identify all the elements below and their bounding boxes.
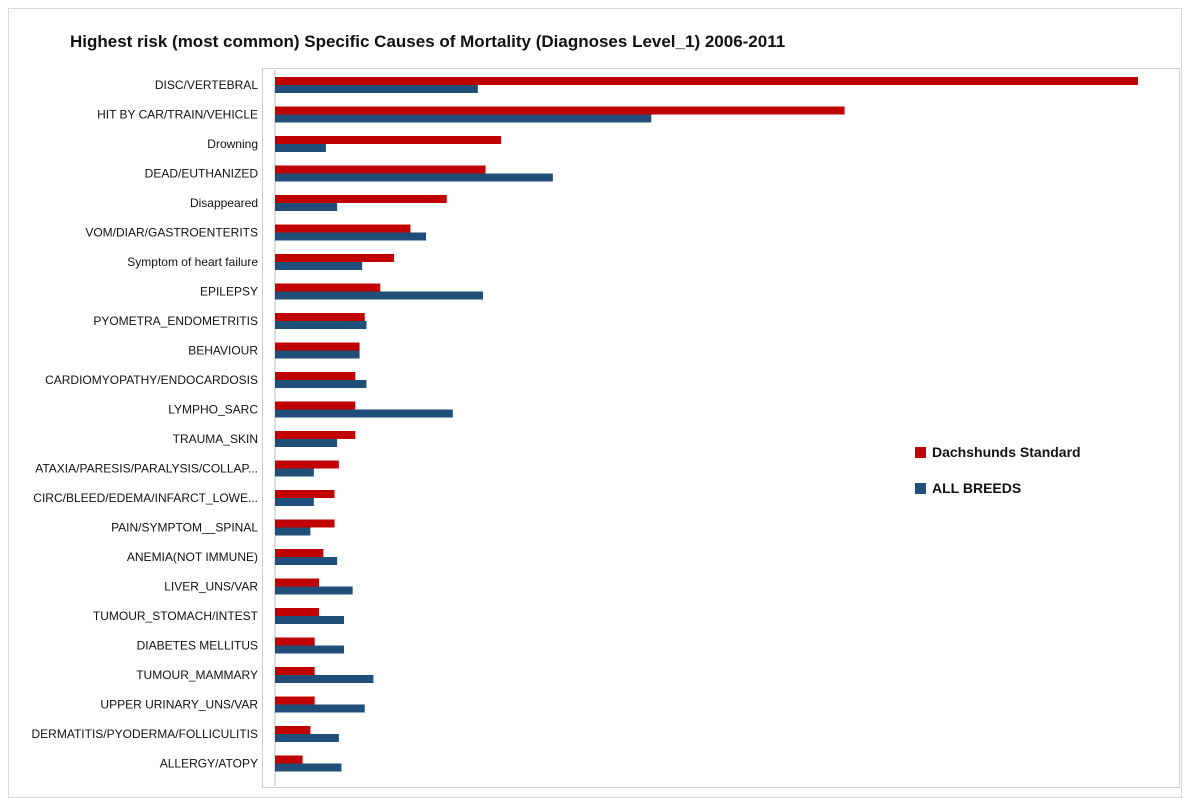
category-label: VOM/DIAR/GASTROENTERITS: [85, 226, 258, 240]
chart-title: Highest risk (most common) Specific Caus…: [70, 32, 786, 51]
bar-all-breeds: [275, 203, 338, 211]
legend-item-dachshunds: Dachshunds Standard: [915, 444, 1081, 460]
legend: Dachshunds Standard ALL BREEDS: [915, 444, 1081, 516]
legend-item-all-breeds: ALL BREEDS: [915, 480, 1081, 496]
bar-all-breeds: [275, 409, 453, 418]
bar-dachshunds: [275, 195, 447, 203]
bar-all-breeds: [275, 291, 483, 300]
bar-all-breeds: [275, 527, 311, 536]
bar-all-breeds: [275, 262, 363, 270]
bar-dachshunds: [275, 578, 320, 587]
category-label: PYOMETRA_ENDOMETRITIS: [93, 314, 258, 328]
bar-dachshunds: [275, 490, 335, 498]
category-label: LYMPHO_SARC: [168, 403, 258, 417]
bar-dachshunds: [275, 696, 315, 705]
category-label: BEHAVIOUR: [188, 344, 258, 358]
bar-all-breeds: [275, 232, 427, 241]
plot-area: [262, 68, 1180, 788]
bar-dachshunds: [275, 342, 360, 351]
legend-swatch-all-breeds: [915, 482, 926, 494]
bar-all-breeds: [275, 675, 374, 683]
category-label: Symptom of heart failure: [127, 255, 258, 269]
bar-all-breeds: [275, 350, 360, 359]
bar-dachshunds: [275, 726, 311, 734]
category-label: ANEMIA(NOT IMMUNE): [127, 550, 258, 564]
category-label: DIABETES MELLITUS: [137, 639, 258, 653]
bar-dachshunds: [275, 372, 356, 380]
bar-all-breeds: [275, 439, 338, 447]
bar-all-breeds: [275, 586, 353, 595]
category-label: UPPER URINARY_UNS/VAR: [100, 698, 258, 712]
category-label: Disappeared: [190, 196, 258, 210]
category-label: LIVER_UNS/VAR: [164, 580, 258, 594]
bar-dachshunds: [275, 224, 411, 233]
bar-all-breeds: [275, 498, 314, 506]
category-label: HIT BY CAR/TRAIN/VEHICLE: [97, 108, 258, 122]
category-label: PAIN/SYMPTOM__SPINAL: [111, 521, 258, 535]
bar-dachshunds: [275, 637, 315, 646]
bar-all-breeds: [275, 645, 345, 654]
category-label: CIRC/BLEED/EDEMA/INFARCT_LOWE...: [33, 491, 258, 505]
bar-dachshunds: [275, 136, 502, 144]
legend-label-all-breeds: ALL BREEDS: [932, 480, 1022, 496]
bar-all-breeds: [275, 763, 342, 772]
bar-dachshunds: [275, 755, 303, 764]
bar-dachshunds: [275, 106, 845, 115]
category-label: ATAXIA/PARESIS/PARALYSIS/COLLAP...: [35, 462, 258, 476]
category-label: ALLERGY/ATOPY: [160, 757, 258, 771]
bar-dachshunds: [275, 608, 320, 616]
bar-all-breeds: [275, 321, 367, 329]
bar-all-breeds: [275, 468, 314, 477]
bar-dachshunds: [275, 519, 335, 528]
bar-dachshunds: [275, 401, 356, 410]
bar-dachshunds: [275, 460, 339, 469]
category-label: TUMOUR_MAMMARY: [136, 668, 258, 682]
legend-label-dachshunds: Dachshunds Standard: [932, 444, 1081, 460]
bar-all-breeds: [275, 85, 478, 93]
bar-dachshunds: [275, 549, 324, 557]
bar-dachshunds: [275, 283, 381, 292]
bar-all-breeds: [275, 114, 652, 123]
category-label: Drowning: [207, 137, 258, 151]
bar-dachshunds: [275, 77, 1138, 85]
bar-dachshunds: [275, 254, 395, 262]
category-label: CARDIOMYOPATHY/ENDOCARDOSIS: [45, 373, 258, 387]
category-label: EPILEPSY: [200, 285, 258, 299]
category-label: DERMATITIS/PYODERMA/FOLLICULITIS: [32, 727, 258, 741]
bar-dachshunds: [275, 313, 365, 321]
bar-all-breeds: [275, 144, 326, 152]
category-label: DISC/VERTEBRAL: [155, 78, 258, 92]
bar-all-breeds: [275, 557, 338, 565]
bar-all-breeds: [275, 173, 553, 182]
bar-all-breeds: [275, 734, 339, 742]
category-label: TUMOUR_STOMACH/INTEST: [93, 609, 259, 623]
legend-swatch-dachshunds: [915, 446, 926, 458]
bar-dachshunds: [275, 431, 356, 439]
bar-all-breeds: [275, 380, 367, 388]
category-label: TRAUMA_SKIN: [173, 432, 258, 446]
bar-dachshunds: [275, 165, 486, 174]
bar-all-breeds: [275, 616, 345, 624]
bar-all-breeds: [275, 704, 365, 713]
bar-dachshunds: [275, 667, 315, 675]
category-label: DEAD/EUTHANIZED: [145, 167, 259, 181]
